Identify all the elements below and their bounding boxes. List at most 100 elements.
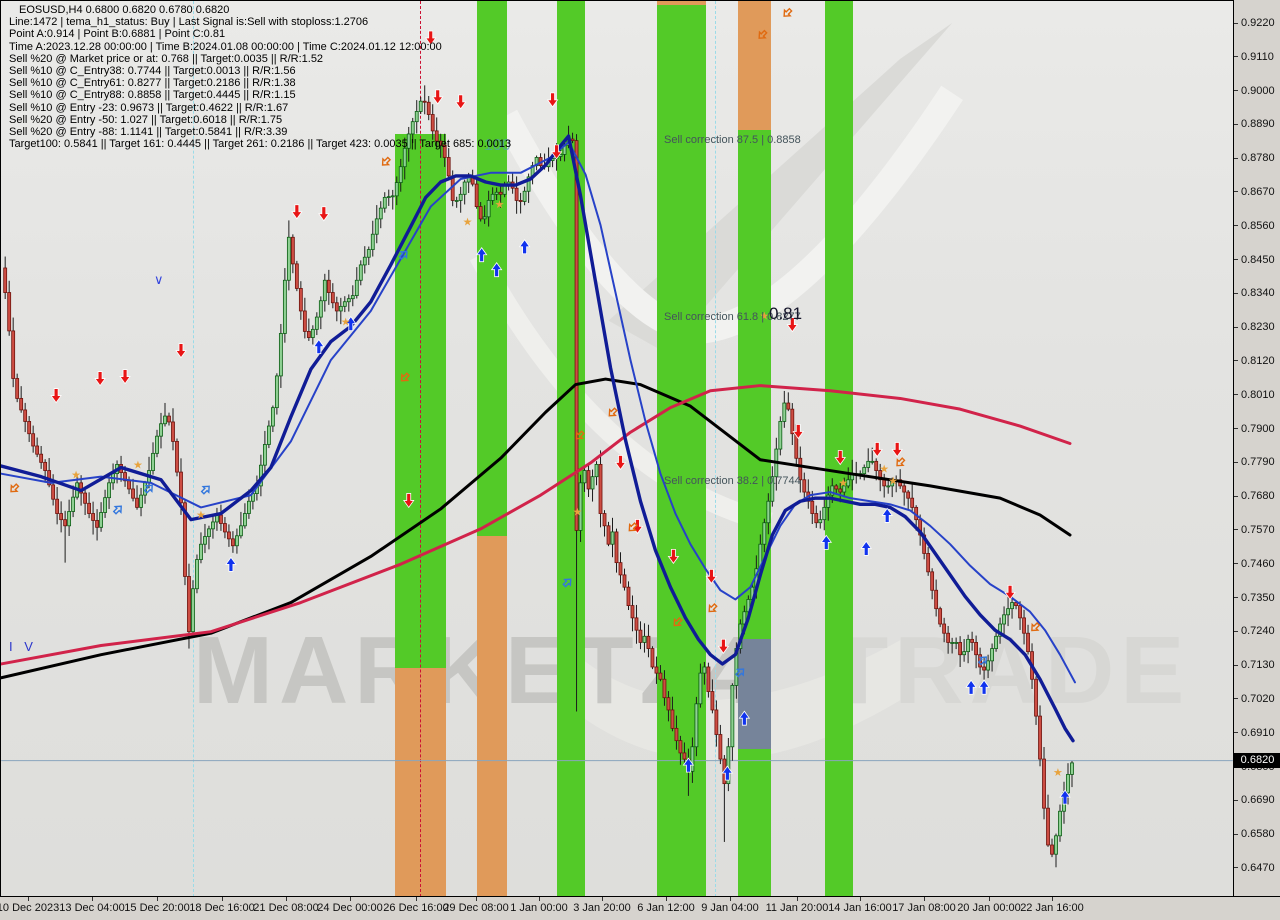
price-axis-tick [1234, 698, 1238, 700]
candle-up [270, 407, 275, 427]
candle-down [326, 279, 331, 293]
hollow-buy-arrow-icon [112, 505, 122, 515]
candle-down [131, 488, 135, 499]
candle-up [778, 421, 783, 450]
price-axis-label: 0.8230 [1241, 321, 1275, 334]
chart-plot-area[interactable]: MARKETZ4 TRADE ★★★★★★★★★★★★ 100 Sell cor… [0, 0, 1233, 897]
candle-up [67, 511, 72, 527]
orange-session-band [657, 1, 706, 5]
candle-down [814, 513, 819, 524]
sell-signal-arrow-icon [50, 388, 62, 404]
buy-signal-arrow-icon [820, 534, 833, 550]
time-axis-tick [1052, 897, 1053, 901]
candle-up [71, 496, 76, 512]
candle-down [650, 648, 655, 668]
candle-down [630, 605, 635, 619]
time-axis-tick [286, 897, 287, 901]
time-dashed-line [193, 1, 194, 897]
sell-signal-arrow-icon [792, 424, 805, 440]
candle-down [39, 453, 44, 463]
candle-up [462, 181, 467, 195]
candle-up [526, 176, 531, 192]
candle-down [938, 608, 943, 625]
price-axis-label: 0.9000 [1241, 84, 1275, 97]
hollow-sell-arrow-icon [608, 407, 618, 417]
point-a-time-dashed-line [420, 1, 421, 897]
candle-up [398, 166, 403, 183]
candle-down [586, 470, 591, 490]
candle-up [346, 298, 351, 303]
chart-canvas[interactable]: ★★★★★★★★★★★★ [1, 1, 1233, 896]
candle-up [310, 328, 315, 338]
time-axis-label: 24 Dec 00:00 [317, 902, 383, 914]
candle-up [239, 525, 243, 537]
candle-down [179, 471, 183, 504]
sell-signal-arrow-icon [402, 493, 415, 509]
candle-down [1014, 602, 1018, 607]
candle-down [15, 378, 20, 399]
candle-down [55, 498, 60, 514]
info-line: Target100: 0.5841 || Target 161: 0.4445 … [9, 138, 512, 151]
time-axis[interactable]: 10 Dec 2023 13 Dec 04:00 15 Dec 20:00 18 De… [0, 896, 1280, 920]
price-axis-label: 0.6580 [1241, 828, 1275, 841]
price-axis-tick [1234, 428, 1238, 430]
time-axis-tick [666, 897, 667, 901]
candle-up [990, 648, 994, 662]
info-line: Sell %20 @ Market price or at: 0.768 || … [9, 52, 324, 65]
symbol-ohlc-line: EOSUSD,H4 0.6800 0.6820 0.6780 0.6820 [19, 4, 230, 16]
price-axis[interactable]: 0.9220 0.9110 0.9000 0.8890 0.8780 0.8670 0.85… [1233, 0, 1280, 908]
info-line: Line:1472 | tema_h1_status: Buy | Last S… [9, 16, 369, 29]
candle-down [438, 140, 443, 146]
candle-down [183, 502, 187, 577]
candle-up [402, 147, 407, 168]
star-marker-icon: ★ [133, 458, 143, 471]
buy-signal-arrow-icon [225, 556, 237, 572]
candle-up [454, 200, 459, 202]
candle-down [574, 140, 579, 531]
candle-down [442, 144, 447, 158]
time-axis-tick [797, 897, 798, 901]
candle-up [386, 196, 391, 199]
candle-down [478, 206, 483, 220]
hollow-sell-arrow-icon [673, 617, 683, 627]
candle-up [1002, 614, 1006, 625]
candle-up [151, 452, 155, 471]
price-axis-tick [1234, 259, 1238, 261]
candle-up [342, 301, 347, 307]
candle-up [199, 543, 203, 560]
candle-up [866, 460, 871, 468]
candle-up [818, 519, 823, 524]
price-axis-label: 0.7130 [1241, 659, 1275, 672]
price-axis-tick [1234, 495, 1238, 497]
sell-signal-arrow-icon [454, 94, 467, 110]
candle-down [614, 531, 619, 564]
candle-down [710, 691, 715, 711]
lv-marker-label: I V [9, 639, 37, 654]
candle-down [334, 302, 339, 312]
candle-up [362, 256, 367, 266]
candle-up [374, 218, 379, 235]
star-marker-icon: ★ [495, 198, 505, 211]
candle-up [994, 635, 998, 649]
candle-down [662, 678, 667, 699]
point-c-price-label: 0.81 [769, 304, 803, 323]
candle-up [358, 264, 363, 281]
price-axis-tick [1234, 461, 1238, 463]
candle-down [135, 497, 139, 508]
candle-up [862, 467, 867, 475]
candle-down [227, 531, 231, 540]
hollow-sell-arrow-icon [783, 7, 793, 17]
info-line: Point A:0.914 | Point B:0.6881 | Point C… [9, 28, 226, 41]
sell-signal-arrow-icon [891, 442, 903, 458]
price-axis-tick [1234, 529, 1238, 531]
candle-up [762, 522, 767, 545]
candle-down [127, 480, 131, 490]
candle-down [91, 513, 95, 521]
info-line: Sell %20 @ Entry -88: 1.1141 || Target:0… [9, 126, 288, 139]
candle-up [954, 642, 959, 644]
hollow-buy-arrow-icon [200, 485, 210, 495]
sell-signal-arrow-icon [431, 89, 444, 105]
candle-up [322, 279, 327, 302]
price-axis-label: 0.8670 [1241, 185, 1275, 198]
star-marker-icon: ★ [71, 468, 81, 481]
